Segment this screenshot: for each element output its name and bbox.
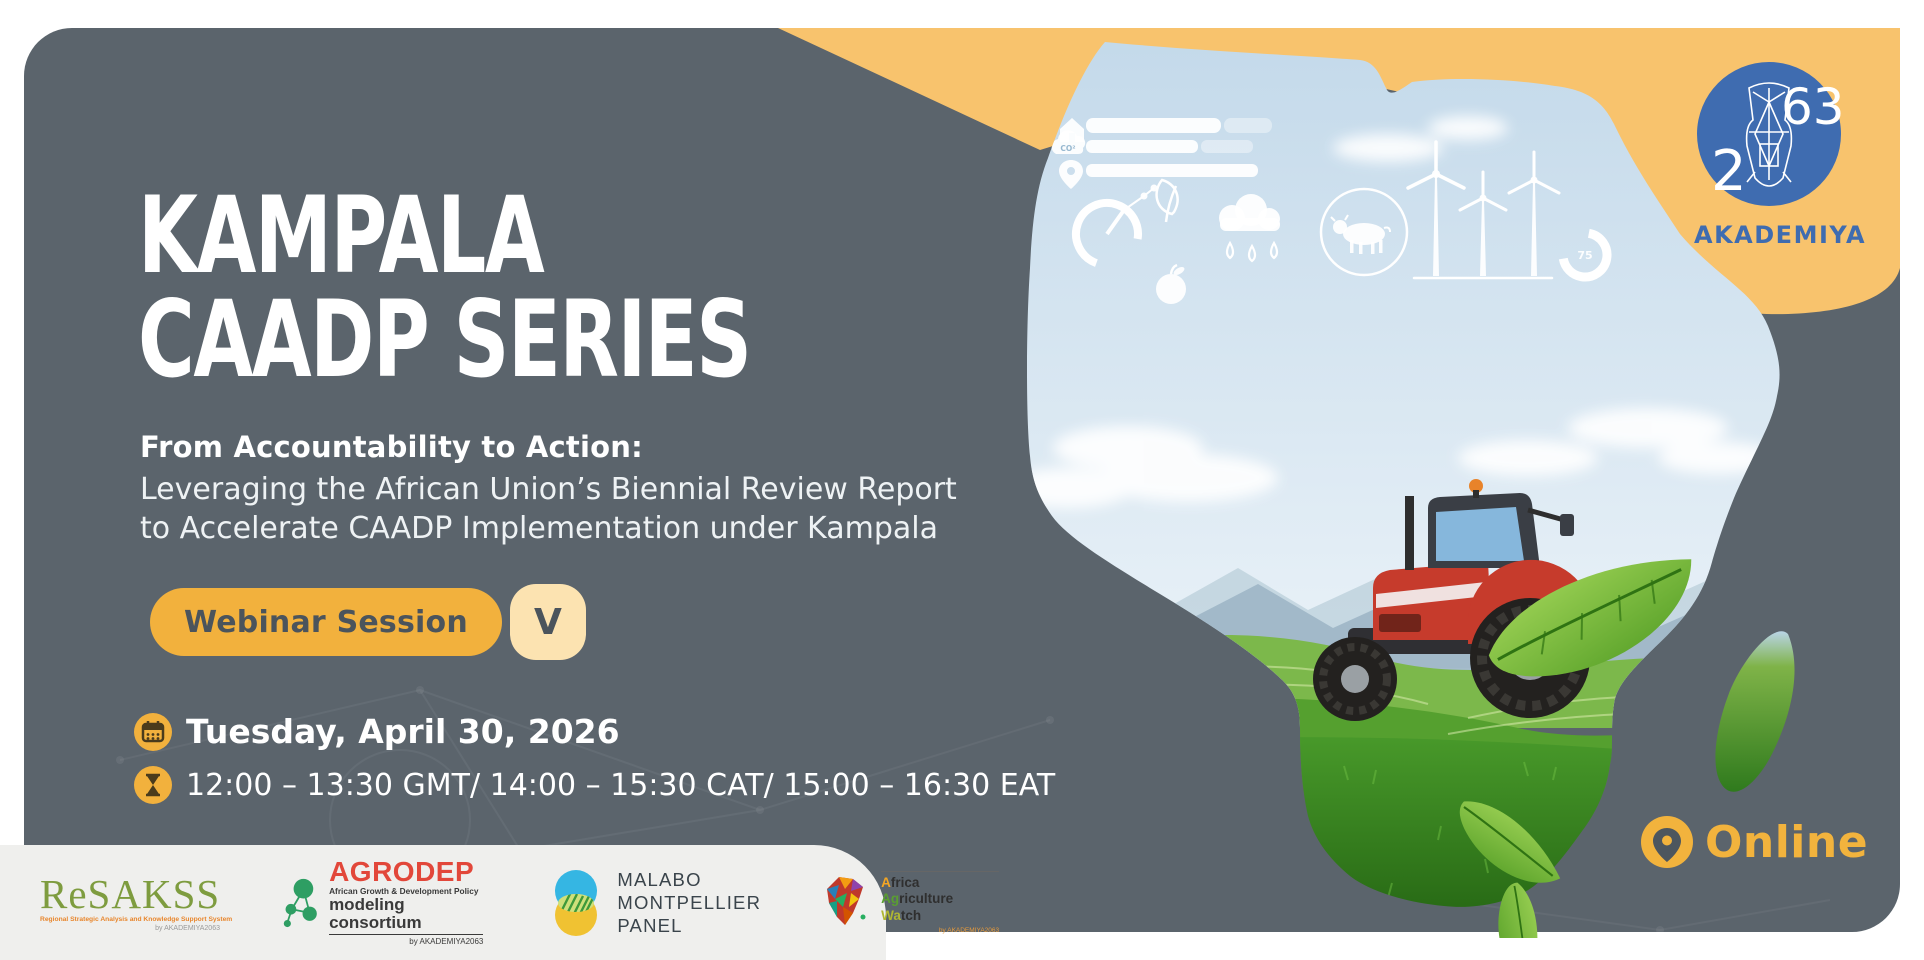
resakss-logo: ReSAKSS Regional Strategic Analysis and …	[40, 870, 232, 932]
akademiya-2063-logo: 2 63 AKADEMIYA	[1694, 62, 1867, 249]
mask-icon	[1745, 82, 1792, 187]
session-number-badge: V	[509, 584, 586, 660]
aaw-rule	[881, 870, 1000, 872]
africa-agriculture-watch-logo: Africa Agriculture Watch by AKADEMIYA206…	[819, 870, 1000, 935]
title-line-2: CAADP SERIES	[138, 278, 752, 401]
location-badge: Online	[1641, 816, 1868, 868]
malabo-circles-icon	[555, 869, 598, 936]
session-badge-row: Webinar Session V	[150, 584, 586, 660]
akademiya-wordmark: AKADEMIYA	[1694, 221, 1867, 249]
malabo-line-1: MALABO	[617, 869, 702, 890]
partner-logo-strip: ReSAKSS Regional Strategic Analysis and …	[0, 845, 1000, 960]
subtitle-body: Leveraging the African Union’s Biennial …	[140, 470, 957, 548]
aaw-byline: by AKADEMIYA2063	[938, 927, 1000, 935]
page-title: KAMPALA CAADP SERIES	[138, 174, 752, 401]
location-label: Online	[1705, 816, 1869, 868]
agrodep-line2: modeling consortium	[329, 896, 484, 935]
title-line-1: KAMPALA	[138, 174, 545, 297]
hourglass-icon	[134, 766, 172, 804]
agrodep-network-icon	[283, 878, 317, 927]
time-row: 12:00 – 13:30 GMT/ 14:00 – 15:30 CAT/ 15…	[134, 766, 1055, 804]
webinar-session-badge: Webinar Session	[150, 588, 502, 656]
resakss-wordmark: ReSAKSS	[40, 870, 221, 917]
map-pin-icon	[1641, 816, 1693, 868]
event-date: Tuesday, April 30, 2026	[186, 712, 620, 751]
malabo-line-2: MONTPELLIER	[617, 892, 762, 913]
aaw-mosaic-africa-icon	[827, 876, 866, 925]
agrodep-byline: by AKADEMIYA2063	[409, 937, 484, 946]
akademiya-2063-mark: 2 63	[1696, 62, 1844, 206]
digits-63: 63	[1781, 78, 1842, 136]
subtitle-line-2: to Accelerate CAADP Implementation under…	[140, 511, 938, 546]
digit-2: 2	[1711, 139, 1747, 204]
agrodep-logo: AGRODEP African Growth & Development Pol…	[282, 856, 484, 946]
malabo-montpellier-logo: MALABO MONTPELLIER PANEL	[549, 868, 761, 938]
malabo-line-3: PANEL	[617, 915, 683, 936]
subtitle-heading: From Accountability to Action:	[140, 430, 643, 464]
aaw-word-watch: Watch	[881, 907, 922, 923]
resakss-tagline: Regional Strategic Analysis and Knowledg…	[40, 915, 233, 923]
date-row: Tuesday, April 30, 2026	[134, 712, 620, 751]
subtitle-line-1: Leveraging the African Union’s Biennial …	[140, 472, 957, 507]
aaw-word-agriculture: Agriculture	[881, 891, 954, 907]
calendar-icon	[134, 712, 172, 751]
agrodep-wordmark: AGRODEP	[329, 856, 475, 887]
event-time: 12:00 – 13:30 GMT/ 14:00 – 15:30 CAT/ 15…	[186, 767, 1056, 803]
agrodep-line1: African Growth & Development Policy	[329, 886, 479, 896]
aaw-word-africa: Africa	[881, 874, 920, 890]
resakss-byline: by AKADEMIYA2063	[155, 924, 220, 932]
